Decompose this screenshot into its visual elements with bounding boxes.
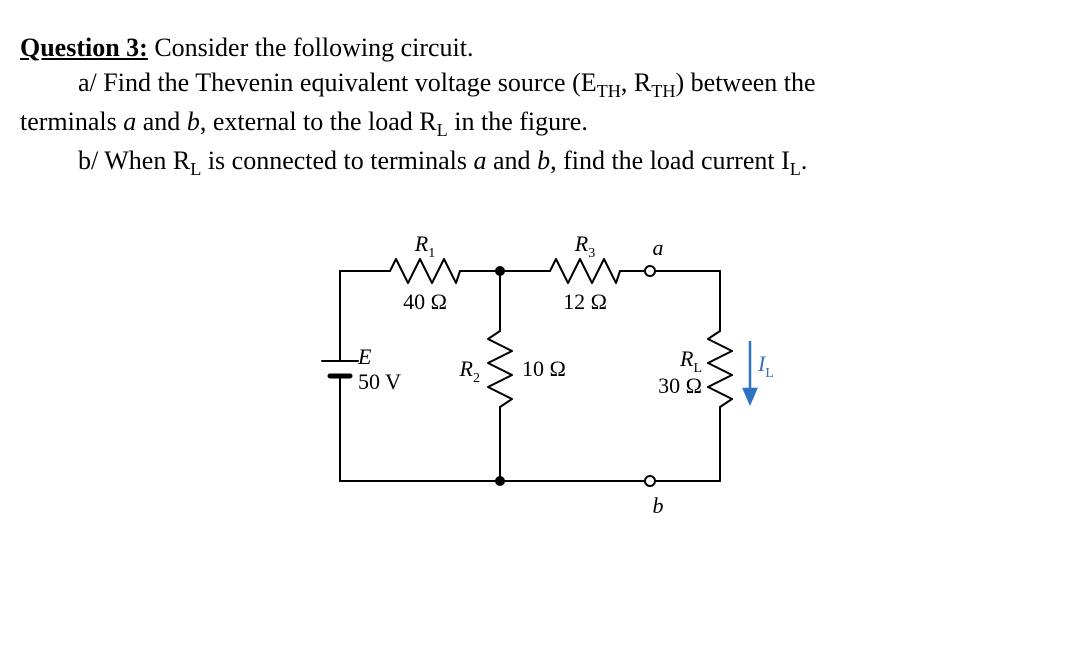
part-b-subIL: L bbox=[790, 159, 801, 179]
part-a-line2-pre: terminals bbox=[20, 107, 123, 136]
part-a-mid: , R bbox=[621, 68, 651, 97]
e-name: E bbox=[357, 344, 372, 369]
part-a-line2-a: a bbox=[123, 107, 136, 136]
il-name: IL bbox=[757, 351, 774, 381]
question-intro: Consider the following circuit. bbox=[148, 33, 474, 62]
e-value: 50 V bbox=[358, 369, 401, 394]
part-b-mid: is connected to terminals bbox=[201, 146, 473, 175]
rl-value: 30 Ω bbox=[658, 373, 702, 398]
terminal-b-label: b bbox=[653, 493, 664, 518]
rl-name: RL bbox=[679, 346, 702, 376]
part-b-a: a bbox=[474, 146, 487, 175]
part-b-line: b/ When RL is connected to terminals a a… bbox=[20, 143, 1060, 182]
r1-value: 40 Ω bbox=[403, 289, 447, 314]
part-b-period: . bbox=[801, 146, 808, 175]
part-b-and: and bbox=[487, 146, 538, 175]
part-a-line2-end: in the figure. bbox=[448, 107, 588, 136]
r3-value: 12 Ω bbox=[563, 289, 607, 314]
circuit-svg: R1 40 Ω R3 12 Ω R2 10 Ω E 50 V RL 30 Ω I… bbox=[300, 221, 780, 541]
circuit-diagram: R1 40 Ω R3 12 Ω R2 10 Ω E 50 V RL 30 Ω I… bbox=[20, 221, 1060, 541]
r2-name: R2 bbox=[459, 356, 480, 386]
question-text: Question 3: Consider the following circu… bbox=[20, 30, 1060, 181]
part-a-line1: a/ Find the Thevenin equivalent voltage … bbox=[20, 65, 1060, 104]
part-a-line2-subL: L bbox=[437, 120, 448, 140]
r3-name: R3 bbox=[574, 231, 595, 261]
part-b-b: b bbox=[537, 146, 550, 175]
part-b-end: , find the load current I bbox=[550, 146, 790, 175]
r2-value: 10 Ω bbox=[522, 356, 566, 381]
part-a-sub1: TH bbox=[597, 81, 621, 101]
part-a-sub2: TH bbox=[651, 81, 675, 101]
question-line1: Question 3: Consider the following circu… bbox=[20, 30, 1060, 65]
part-b-subL: L bbox=[190, 159, 201, 179]
part-a-line2-and: and bbox=[136, 107, 187, 136]
r1-name: R1 bbox=[414, 231, 435, 261]
question-label: Question 3: bbox=[20, 33, 148, 62]
part-a-line2-ext: , external to the load R bbox=[200, 107, 437, 136]
part-a-line2-b: b bbox=[187, 107, 200, 136]
part-a-after: ) between the bbox=[676, 68, 816, 97]
part-a-line2: terminals a and b, external to the load … bbox=[20, 104, 1060, 143]
terminal-a-label: a bbox=[653, 235, 664, 260]
part-b-pre: b/ When R bbox=[78, 146, 190, 175]
part-a-prefix: a/ Find the Thevenin equivalent voltage … bbox=[78, 68, 597, 97]
